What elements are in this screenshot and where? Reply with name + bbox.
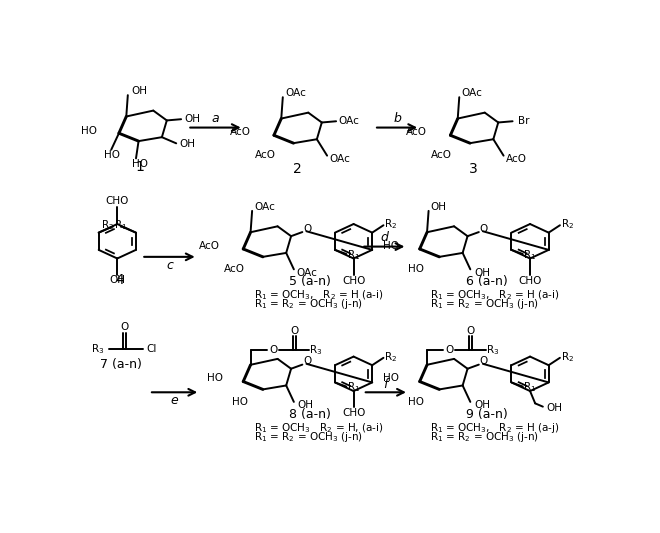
Text: R$_1$ = R$_2$ = OCH$_3$ (j-n): R$_1$ = R$_2$ = OCH$_3$ (j-n) <box>254 297 363 311</box>
Text: R$_1$: R$_1$ <box>523 381 537 394</box>
Text: c: c <box>166 259 173 271</box>
Text: 2: 2 <box>293 161 302 175</box>
Text: HO: HO <box>232 397 248 407</box>
Text: OH: OH <box>110 275 125 285</box>
Text: 3: 3 <box>469 161 478 175</box>
Text: AcO: AcO <box>199 241 220 251</box>
Text: R$_1$ = R$_2$ = OCH$_3$ (j-n): R$_1$ = R$_2$ = OCH$_3$ (j-n) <box>430 297 539 311</box>
Text: O: O <box>290 326 298 336</box>
Text: R$_1$: R$_1$ <box>114 219 127 232</box>
Text: 5 (a-n): 5 (a-n) <box>289 275 331 288</box>
Text: e: e <box>171 394 178 407</box>
Text: OH: OH <box>546 403 562 413</box>
Text: OAc: OAc <box>255 202 275 212</box>
Text: O: O <box>467 326 475 336</box>
Text: OAc: OAc <box>329 154 350 164</box>
Text: R$_3$: R$_3$ <box>310 344 323 357</box>
Text: O: O <box>304 224 312 234</box>
Text: f: f <box>383 377 388 391</box>
Text: 9 (a-n): 9 (a-n) <box>466 408 508 421</box>
Text: Br: Br <box>518 116 529 126</box>
Text: HO: HO <box>408 264 424 274</box>
Text: HO: HO <box>81 126 98 136</box>
Text: O: O <box>304 357 312 366</box>
Text: AcO: AcO <box>431 150 452 160</box>
Text: d: d <box>380 231 388 245</box>
Text: AcO: AcO <box>224 264 245 274</box>
Text: OH: OH <box>180 139 195 149</box>
Text: R$_3$: R$_3$ <box>486 344 499 357</box>
Text: 7 (a-n): 7 (a-n) <box>100 358 142 371</box>
Text: O: O <box>121 322 129 333</box>
Text: O: O <box>446 345 453 356</box>
Text: R$_2$: R$_2$ <box>560 350 574 364</box>
Text: CHO: CHO <box>342 408 365 418</box>
Text: a: a <box>212 111 219 125</box>
Text: OAc: OAc <box>296 268 317 278</box>
Text: OH: OH <box>184 114 201 124</box>
Text: R$_2$: R$_2$ <box>384 217 397 231</box>
Text: R$_2$: R$_2$ <box>101 219 114 232</box>
Text: HO: HO <box>383 241 399 251</box>
Text: 4: 4 <box>115 273 124 287</box>
Text: R$_1$: R$_1$ <box>346 248 360 262</box>
Text: 1: 1 <box>135 159 145 174</box>
Text: R$_2$: R$_2$ <box>384 350 397 364</box>
Text: OH: OH <box>298 400 314 410</box>
Text: R$_3$: R$_3$ <box>90 342 104 356</box>
Text: R$_1$ = OCH$_3$,   R$_2$ = H (a-i): R$_1$ = OCH$_3$, R$_2$ = H (a-i) <box>254 289 383 302</box>
Text: OH: OH <box>474 268 490 278</box>
Text: O: O <box>480 224 488 234</box>
Text: OH: OH <box>131 86 147 96</box>
Text: R$_1$ = OCH$_3$,   R$_2$ = H (a-j): R$_1$ = OCH$_3$, R$_2$ = H (a-j) <box>430 421 560 435</box>
Text: R$_2$: R$_2$ <box>560 217 574 231</box>
Text: b: b <box>393 111 401 125</box>
Text: R$_1$: R$_1$ <box>346 381 360 394</box>
Text: CHO: CHO <box>106 197 129 206</box>
Text: HO: HO <box>104 150 120 160</box>
Text: HO: HO <box>408 397 424 407</box>
Text: R$_1$ = OCH$_3$   R$_2$ = H, (a-i): R$_1$ = OCH$_3$ R$_2$ = H, (a-i) <box>254 421 383 435</box>
Text: CHO: CHO <box>518 276 542 286</box>
Text: CHO: CHO <box>342 276 365 286</box>
Text: R$_1$ = R$_2$ = OCH$_3$ (j-n): R$_1$ = R$_2$ = OCH$_3$ (j-n) <box>430 430 539 444</box>
Text: O: O <box>269 345 277 356</box>
Text: R$_1$ = R$_2$ = OCH$_3$ (j-n): R$_1$ = R$_2$ = OCH$_3$ (j-n) <box>254 430 363 444</box>
Text: R$_1$ = OCH$_3$,   R$_2$ = H (a-i): R$_1$ = OCH$_3$, R$_2$ = H (a-i) <box>430 289 560 302</box>
Text: OAc: OAc <box>461 88 482 98</box>
Text: AcO: AcO <box>506 154 527 164</box>
Text: OAc: OAc <box>285 88 306 98</box>
Text: OAc: OAc <box>339 116 359 126</box>
Text: HO: HO <box>383 373 399 383</box>
Text: R$_1$: R$_1$ <box>523 248 537 262</box>
Text: 6 (a-n): 6 (a-n) <box>466 275 508 288</box>
Text: AcO: AcO <box>407 127 428 137</box>
Text: OH: OH <box>474 400 490 410</box>
Text: 8 (a-n): 8 (a-n) <box>289 408 331 421</box>
Text: O: O <box>480 357 488 366</box>
Text: HO: HO <box>131 159 148 168</box>
Text: HO: HO <box>207 373 223 383</box>
Text: AcO: AcO <box>255 150 276 160</box>
Text: Cl: Cl <box>147 344 156 354</box>
Text: AcO: AcO <box>230 127 251 137</box>
Text: OH: OH <box>431 202 447 212</box>
